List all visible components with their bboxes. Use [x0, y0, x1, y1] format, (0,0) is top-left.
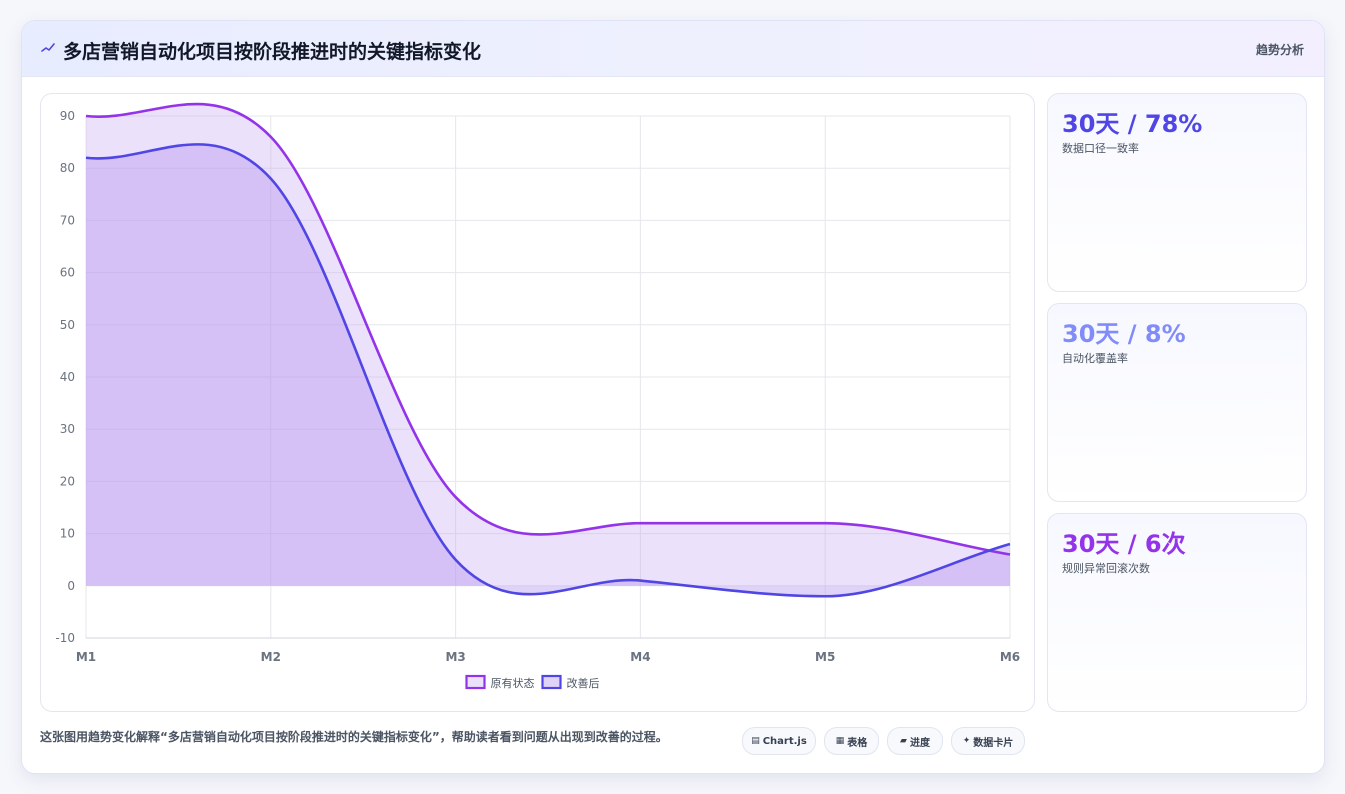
- trend-line-icon: [41, 43, 55, 52]
- y-tick-label: -10: [55, 631, 75, 645]
- series-area-0: [86, 104, 1010, 586]
- chart-panel: 90 80 70 60 50 40 30 20 10 0 -10 M1 M2 M3 M4 M5 M6 原有状态 改善…: [40, 93, 1035, 712]
- dashboard-card: 多店营销自动化项目按阶段推进时的关键指标变化 趋势分析 90 80 70 60 50 40…: [21, 20, 1325, 774]
- legend-label-1: 改善后: [567, 676, 600, 690]
- kpi-card-rollback: 30天 / 6次 规则异常回滚次数: [1047, 513, 1307, 712]
- chip-table[interactable]: ▦ 表格: [824, 727, 879, 755]
- x-tick-label: M4: [630, 650, 650, 664]
- kpi-card-coverage: 30天 / 8% 自动化覆盖率: [1047, 303, 1307, 502]
- y-tick-label: 50: [60, 318, 75, 332]
- header-bar: 多店营销自动化项目按阶段推进时的关键指标变化 趋势分析: [22, 21, 1324, 77]
- y-tick-label: 70: [60, 213, 75, 227]
- x-tick-label: M5: [815, 650, 835, 664]
- page-title: 多店营销自动化项目按阶段推进时的关键指标变化: [63, 41, 482, 63]
- chart-icon: ▤: [751, 736, 760, 746]
- kpi-value: 30天 / 6次: [1062, 530, 1186, 558]
- y-tick-label: 40: [60, 370, 75, 384]
- y-tick-label: 60: [60, 266, 75, 280]
- legend-swatch-1: [541, 674, 562, 690]
- y-tick-label: 0: [67, 579, 75, 593]
- x-tick-label: M2: [261, 650, 281, 664]
- kpi-label: 自动化覆盖率: [1062, 352, 1128, 365]
- trend-analysis-label: 趋势分析: [1255, 43, 1304, 57]
- chip-chartjs[interactable]: ▤ Chart.js: [742, 727, 816, 755]
- legend-label-0: 原有状态: [491, 676, 535, 690]
- y-tick-label: 20: [60, 474, 75, 488]
- chip-progress[interactable]: ▰ 进度: [887, 727, 943, 755]
- chip-label: Chart.js: [762, 735, 807, 747]
- y-tick-label: 90: [60, 109, 75, 123]
- x-tick-label: M6: [1000, 650, 1020, 664]
- chart-description: 这张图用趋势变化解释“多店营销自动化项目按阶段推进时的关键指标变化”，帮助读者看…: [40, 730, 668, 744]
- chip-label: 表格: [847, 737, 868, 749]
- x-tick-label: M3: [445, 650, 465, 664]
- series-line-0: [85, 102, 1011, 556]
- kpi-value: 30天 / 78%: [1062, 110, 1203, 138]
- table-icon: ▦: [835, 736, 845, 746]
- chip-data-card[interactable]: ✦ 数据卡片: [951, 727, 1025, 755]
- progress-icon: ▰: [900, 736, 907, 746]
- kpi-label: 数据口径一致率: [1062, 142, 1139, 155]
- y-tick-label: 30: [60, 422, 75, 436]
- kpi-card-consistency: 30天 / 78% 数据口径一致率: [1047, 93, 1307, 292]
- kpi-value: 30天 / 8%: [1062, 320, 1186, 348]
- series-line-1: [85, 143, 1011, 598]
- chip-label: 进度: [909, 737, 930, 749]
- legend-swatch-0: [465, 674, 486, 690]
- sparkle-icon: ✦: [962, 736, 971, 746]
- y-tick-label: 10: [60, 527, 75, 541]
- kpi-label: 规则异常回滚次数: [1062, 562, 1150, 575]
- y-tick-label: 80: [60, 161, 75, 175]
- x-tick-label: M1: [76, 650, 96, 664]
- chip-label: 数据卡片: [973, 737, 1014, 749]
